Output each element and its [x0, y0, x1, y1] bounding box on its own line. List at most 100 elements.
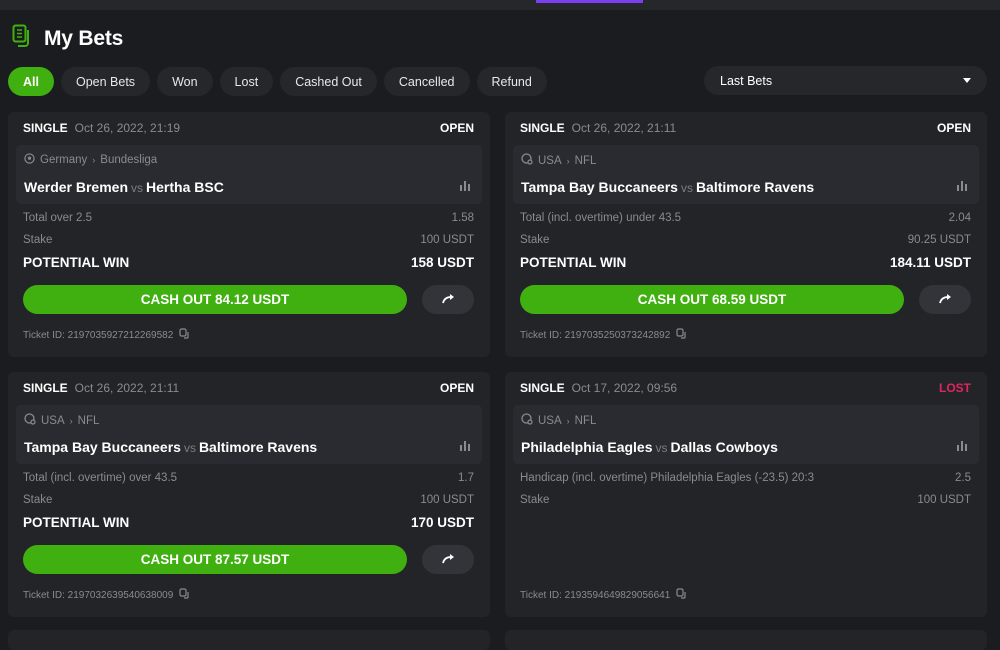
match-teams: Tampa Bay Buccaneers vs Baltimore Ravens [24, 439, 317, 455]
match-box[interactable]: Germany › Bundesliga Werder Bremen vs Hertha… [16, 145, 482, 204]
ticket-id: Ticket ID: 2193594649829056641 [520, 588, 687, 602]
separator-icon: › [566, 155, 570, 166]
cash-out-button[interactable]: CASH OUT 87.57 USDT [23, 545, 407, 574]
filter-tab-won[interactable]: Won [157, 67, 213, 96]
bet-type: SINGLE [23, 381, 68, 395]
vs-label: vs [655, 441, 668, 455]
market-row: Total over 2.5 1.58 [23, 212, 474, 224]
stake-value: 90.25 USDT [907, 234, 971, 246]
separator-icon: › [566, 415, 570, 426]
ticket-id: Ticket ID: 2197032639540638009 [23, 588, 190, 602]
stake-row: Stake 90.25 USDT [520, 234, 971, 246]
potential-win-label: POTENTIAL WIN [23, 255, 130, 270]
share-button[interactable] [422, 285, 474, 314]
country: Germany [40, 154, 88, 166]
separator-icon: › [92, 155, 96, 165]
bet-card: SINGLE Oct 17, 2022, 09:56 LOST USA › NFL Ph… [505, 372, 987, 617]
caret-down-icon [963, 78, 971, 83]
match-box[interactable]: USA › NFL Tampa Bay Buccaneers vs Baltimore … [513, 145, 979, 204]
away-team: Baltimore Ravens [695, 179, 815, 195]
bet-status: OPEN [439, 381, 474, 395]
league: NFL [574, 414, 597, 427]
away-team: Dallas Cowboys [670, 439, 778, 455]
bet-date: Oct 26, 2022, 21:11 [571, 121, 677, 135]
bet-type: SINGLE [520, 381, 565, 395]
ticket-id-text: Ticket ID: 2197035250373242892 [520, 329, 671, 341]
home-team: Tampa Bay Buccaneers [24, 439, 181, 455]
active-tab-indicator [536, 0, 643, 3]
share-button[interactable] [422, 545, 474, 574]
cash-out-button[interactable]: CASH OUT 68.59 USDT [520, 285, 904, 314]
bet-card [505, 630, 987, 650]
match-teams: Philadelphia Eagles vs Dallas Cowboys [521, 439, 778, 455]
copy-icon[interactable] [676, 588, 687, 602]
country: USA [41, 414, 65, 427]
odds: 1.7 [458, 472, 474, 484]
bet-card: SINGLE Oct 26, 2022, 21:11 OPEN USA › NFL Ta… [8, 372, 490, 617]
filter-tab-cashed-out[interactable]: Cashed Out [280, 67, 377, 96]
soccer-ball-icon [24, 153, 35, 167]
copy-icon[interactable] [179, 588, 190, 602]
ticket-id-text: Ticket ID: 2193594649829056641 [520, 589, 671, 601]
league-breadcrumb: USA › NFL [521, 153, 596, 168]
share-arrow-icon [938, 291, 952, 309]
filter-tab-all[interactable]: All [8, 67, 54, 96]
sort-dropdown[interactable]: Last Bets [704, 66, 987, 95]
market: Total (incl. overtime) under 43.5 [520, 212, 682, 224]
stake-row: Stake 100 USDT [23, 234, 474, 246]
potential-win-row: POTENTIAL WIN 170 USDT [23, 515, 474, 530]
match-box[interactable]: USA › NFL Philadelphia Eagles vs Dallas Cowb… [513, 405, 979, 464]
filter-tab-cancelled[interactable]: Cancelled [383, 67, 470, 96]
page-header: My Bets [12, 24, 123, 53]
market: Total over 2.5 [23, 212, 93, 224]
vs-label: vs [131, 181, 144, 195]
match-box[interactable]: USA › NFL Tampa Bay Buccaneers vs Baltimore … [16, 405, 482, 464]
potential-win-value: 170 USDT [410, 515, 474, 530]
cash-out-button[interactable]: CASH OUT 84.12 USDT [23, 285, 407, 314]
away-team: Hertha BSC [146, 179, 224, 195]
copy-icon[interactable] [676, 328, 687, 342]
statistics-icon[interactable] [460, 441, 470, 451]
bet-date: Oct 26, 2022, 21:11 [74, 381, 180, 395]
copy-icon[interactable] [179, 328, 190, 342]
odds: 2.5 [955, 472, 971, 484]
page-title: My Bets [44, 26, 124, 50]
share-arrow-icon [441, 291, 455, 309]
statistics-icon[interactable] [460, 181, 470, 191]
bet-card: SINGLE Oct 26, 2022, 21:11 OPEN USA › NFL Ta… [505, 112, 987, 357]
league-breadcrumb: USA › NFL [521, 413, 596, 428]
bet-date: Oct 26, 2022, 21:19 [74, 121, 181, 135]
ticket-id-text: Ticket ID: 2197035927212269582 [23, 329, 174, 341]
potential-win-row: POTENTIAL WIN 184.11 USDT [520, 255, 971, 270]
country: USA [538, 414, 562, 427]
filter-tab-lost[interactable]: Lost [219, 67, 274, 96]
filter-tab-open-bets[interactable]: Open Bets [60, 67, 151, 96]
bet-card [8, 630, 490, 650]
filter-tabs: All Open Bets Won Lost Cashed Out Cancelled Re… [8, 67, 547, 96]
ticket-id: Ticket ID: 2197035250373242892 [520, 328, 687, 342]
statistics-icon[interactable] [957, 441, 967, 451]
market: Total (incl. overtime) over 43.5 [23, 472, 178, 484]
bet-status: OPEN [936, 121, 971, 135]
american-football-icon [24, 413, 36, 428]
bet-type: SINGLE [520, 121, 565, 135]
american-football-icon [521, 413, 533, 428]
potential-win-label: POTENTIAL WIN [520, 255, 627, 270]
league-breadcrumb: USA › NFL [24, 413, 99, 428]
bet-type: SINGLE [23, 121, 68, 135]
odds: 1.58 [451, 212, 474, 224]
stake-label: Stake [520, 234, 550, 246]
vs-label: vs [680, 181, 693, 195]
away-team: Baltimore Ravens [198, 439, 318, 455]
filter-tab-refund[interactable]: Refund [476, 67, 547, 96]
share-button[interactable] [919, 285, 971, 314]
statistics-icon[interactable] [957, 181, 967, 191]
league: NFL [77, 414, 100, 427]
stake-label: Stake [520, 494, 550, 506]
ticket-id: Ticket ID: 2197035927212269582 [23, 328, 190, 342]
odds: 2.04 [948, 212, 971, 224]
market-row: Handicap (incl. overtime) Philadelphia E… [520, 472, 971, 484]
vs-label: vs [183, 441, 196, 455]
bet-status: LOST [939, 381, 971, 395]
bets-document-icon [12, 24, 34, 53]
